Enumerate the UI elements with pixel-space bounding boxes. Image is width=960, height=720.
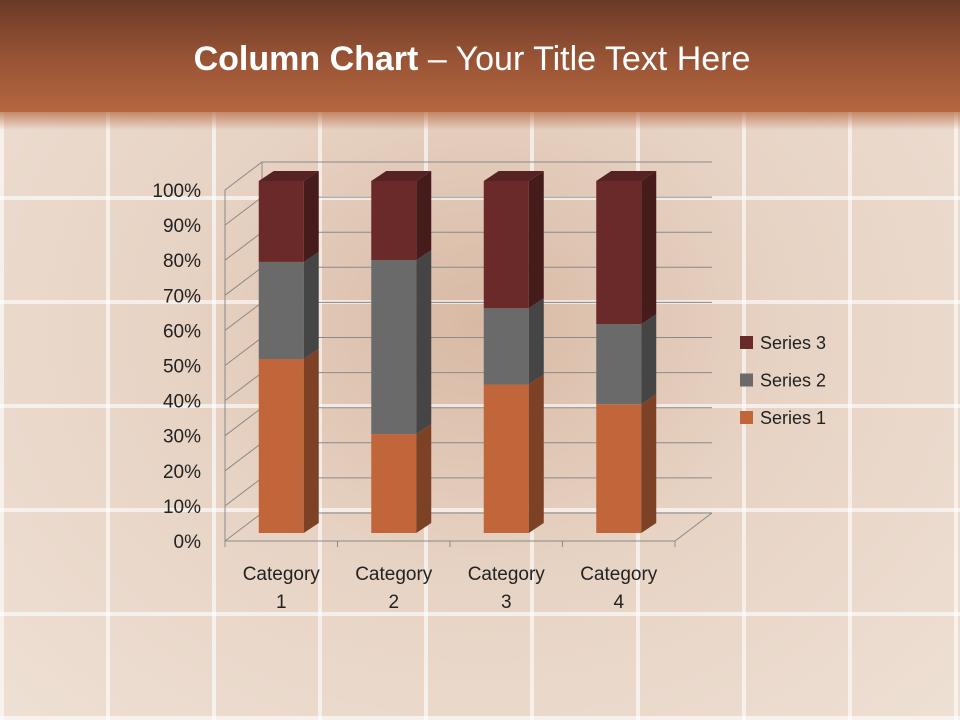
y-tick-label: 20% <box>163 462 201 483</box>
title-bar: Column Chart – Your Title Text Here <box>0 0 960 130</box>
bar-top <box>258 171 319 181</box>
bar-segment-front <box>258 359 304 533</box>
bar-stack <box>596 171 657 533</box>
bar-segment-side <box>303 349 319 533</box>
bar-segment-side <box>641 314 657 405</box>
legend-label: Series 2 <box>760 371 826 391</box>
bar-segment-side <box>303 171 319 262</box>
bar-segment-front <box>483 308 529 385</box>
bar-segment-front <box>371 260 417 435</box>
x-category-label: Category 1 <box>243 564 321 613</box>
bar-stack <box>371 171 432 533</box>
legend-label: Series 3 <box>760 333 826 353</box>
bar-stack <box>483 171 544 533</box>
bar-segment-front <box>483 384 529 533</box>
bar-segment-side <box>416 171 432 261</box>
bar-segment-front <box>596 324 642 405</box>
bar-top <box>371 171 432 181</box>
bar-segment-side <box>416 250 432 435</box>
bar-top <box>483 171 544 181</box>
y-tick-label: 50% <box>163 357 201 378</box>
bar-segment-side <box>528 374 544 533</box>
y-tick-label: 100% <box>152 181 201 202</box>
legend-swatch <box>740 411 753 424</box>
bar-segment-side <box>528 298 544 385</box>
bar-top <box>596 171 657 181</box>
bar-segment-front <box>371 434 417 533</box>
title-rest: – Your Title Text Here <box>418 40 751 78</box>
title-bold: Column Chart <box>193 40 419 78</box>
legend: Series 3 Series 2 Series 1 <box>740 333 826 428</box>
bar-segment-front <box>258 261 304 360</box>
x-category-label: Category 2 <box>355 564 433 613</box>
bar-stack <box>258 171 319 533</box>
slide-title: Column Chart – Your Title Text Here <box>0 40 944 79</box>
bar-segment-front <box>596 404 642 533</box>
y-tick-label: 40% <box>163 392 201 413</box>
bar-segment-front <box>483 181 529 309</box>
y-tick-label: 90% <box>163 216 201 237</box>
bar-segment-front <box>258 181 304 262</box>
y-tick-label: 70% <box>163 286 201 307</box>
y-tick-label: 80% <box>163 251 201 272</box>
bar-segment-side <box>641 394 657 533</box>
legend-label: Series 1 <box>760 408 826 428</box>
legend-swatch <box>740 336 753 349</box>
bar-segment-side <box>528 171 544 309</box>
bar-segment-side <box>303 251 319 360</box>
y-tick-label: 10% <box>163 497 201 518</box>
x-category-label: Category 3 <box>468 564 546 613</box>
bar-segment-front <box>371 181 417 261</box>
y-tick-label: 60% <box>163 321 201 342</box>
y-tick-label: 0% <box>174 532 202 553</box>
bar-segment-side <box>641 171 657 325</box>
y-tick-label: 30% <box>163 427 201 448</box>
bar-segment-front <box>596 181 642 325</box>
x-category-label: Category 4 <box>580 564 658 613</box>
bar-segment-side <box>416 424 432 533</box>
legend-swatch <box>740 373 753 387</box>
